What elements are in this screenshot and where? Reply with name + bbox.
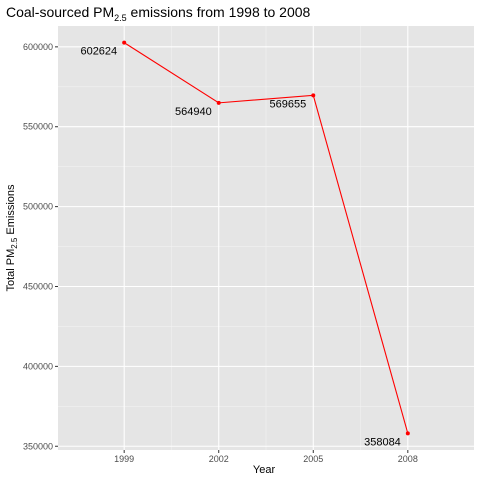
y-tick-label: 450000 <box>23 281 53 291</box>
y-tick-label: 350000 <box>23 441 53 451</box>
major-x-gridlines <box>123 26 409 450</box>
data-point <box>311 93 316 98</box>
y-axis-title: Total PM2.5 Emissions <box>5 184 19 292</box>
x-tick-label: 2008 <box>398 454 418 464</box>
x-axis: 1999 2002 2005 2008 <box>114 450 418 464</box>
data-labels-group: 602624 564940 569655 358084 <box>80 46 400 449</box>
y-tick-label: 600000 <box>23 42 53 52</box>
series-line <box>123 42 409 434</box>
data-label: 569655 <box>270 98 307 110</box>
x-axis-title: Year <box>253 464 276 476</box>
y-tick-label: 550000 <box>23 122 53 132</box>
data-label: 358084 <box>364 436 401 448</box>
x-tick-label: 2005 <box>303 454 323 464</box>
x-tick-label: 2002 <box>209 454 229 464</box>
data-point <box>122 40 127 45</box>
y-axis: 350000 400000 450000 500000 550000 600000 <box>23 42 58 451</box>
chart-title: Coal-sourced PM2.5 emissions from 1998 t… <box>6 4 311 23</box>
points-group <box>122 40 410 436</box>
data-label: 602624 <box>80 46 117 58</box>
data-point <box>216 100 221 105</box>
data-point <box>405 431 410 436</box>
y-tick-label: 500000 <box>23 202 53 212</box>
series-group <box>123 42 409 434</box>
data-label: 564940 <box>175 106 212 118</box>
x-tick-label: 1999 <box>114 454 134 464</box>
minor-y-gridlines <box>58 26 474 450</box>
major-y-gridlines <box>58 46 474 447</box>
y-tick-label: 400000 <box>23 361 53 371</box>
